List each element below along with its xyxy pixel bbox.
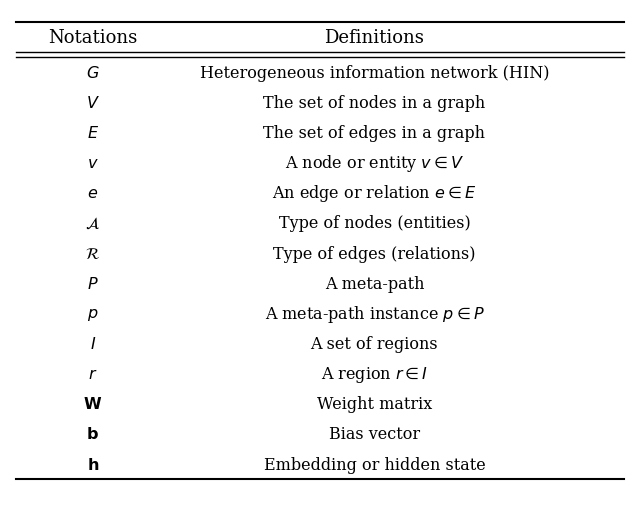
Text: The set of nodes in a graph: The set of nodes in a graph — [263, 95, 486, 111]
Text: $p$: $p$ — [87, 305, 99, 322]
Text: A node or entity $v \in V$: A node or entity $v \in V$ — [285, 153, 464, 174]
Text: $P$: $P$ — [87, 275, 99, 292]
Text: Heterogeneous information network (HIN): Heterogeneous information network (HIN) — [200, 65, 549, 81]
Text: $r$: $r$ — [88, 365, 97, 382]
Text: A meta-path instance $p \in P$: A meta-path instance $p \in P$ — [264, 303, 484, 324]
Text: $\mathcal{R}$: $\mathcal{R}$ — [85, 245, 100, 262]
Text: Embedding or hidden state: Embedding or hidden state — [264, 456, 485, 472]
Text: Definitions: Definitions — [324, 29, 424, 47]
Text: Weight matrix: Weight matrix — [317, 395, 432, 412]
Text: An edge or relation $e \in E$: An edge or relation $e \in E$ — [272, 183, 477, 204]
Text: $E$: $E$ — [87, 125, 99, 142]
Text: Type of nodes (entities): Type of nodes (entities) — [278, 215, 470, 232]
Text: Bias vector: Bias vector — [329, 426, 420, 442]
Text: A set of regions: A set of regions — [310, 335, 438, 352]
Text: Notations: Notations — [48, 29, 138, 47]
Text: Type of edges (relations): Type of edges (relations) — [273, 245, 476, 262]
Text: $G$: $G$ — [86, 65, 100, 81]
Text: $\mathbf{b}$: $\mathbf{b}$ — [86, 426, 99, 442]
Text: $\mathbf{h}$: $\mathbf{h}$ — [86, 456, 99, 472]
Text: $e$: $e$ — [87, 185, 99, 202]
Text: $V$: $V$ — [86, 95, 100, 111]
Text: A meta-path: A meta-path — [324, 275, 424, 292]
Text: The set of edges in a graph: The set of edges in a graph — [264, 125, 485, 142]
Text: $\mathbf{W}$: $\mathbf{W}$ — [83, 395, 102, 412]
Text: A region $r \in I$: A region $r \in I$ — [321, 364, 428, 384]
Text: $\mathcal{A}$: $\mathcal{A}$ — [85, 215, 100, 232]
Text: $I$: $I$ — [90, 335, 96, 352]
Text: $v$: $v$ — [87, 155, 99, 172]
